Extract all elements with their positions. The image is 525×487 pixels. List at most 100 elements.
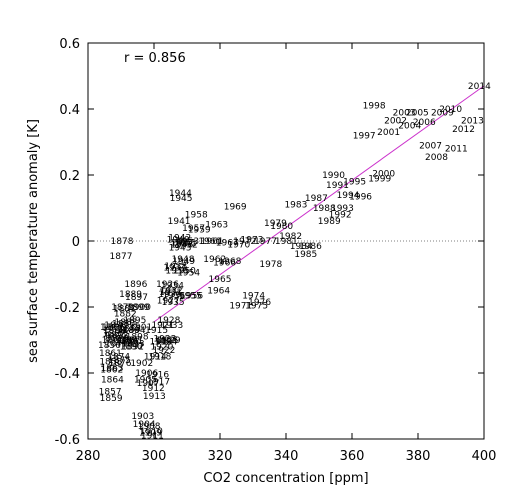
data-point-label: 2008 <box>425 153 448 163</box>
data-point-label: 1863 <box>101 364 124 374</box>
data-point-label: 1976 <box>248 298 271 308</box>
data-point-label: 1934 <box>161 282 184 292</box>
data-point-label: 1981 <box>275 237 298 247</box>
data-point-label: 1930 <box>158 290 181 300</box>
data-point-label: 2000 <box>372 169 395 179</box>
data-point-label: 2007 <box>419 141 442 151</box>
data-point-label: 1948 <box>172 255 195 265</box>
data-point-label: 1997 <box>353 131 376 141</box>
x-tick-label: 380 <box>406 449 431 464</box>
data-point-label: 1940 <box>167 235 190 245</box>
data-point-label: 1883 <box>114 318 137 328</box>
data-point-label: 1918 <box>148 353 171 363</box>
data-point-label: 1969 <box>224 202 247 212</box>
data-point-label: 1923 <box>153 334 176 344</box>
data-point-label: 1893 <box>122 339 145 349</box>
data-point-label: 1874 <box>107 353 130 363</box>
y-tick-label: 0.2 <box>59 169 80 184</box>
x-tick-label: 360 <box>340 449 365 464</box>
data-point-label: 1894 <box>123 326 146 336</box>
data-point-label: 1908 <box>138 422 161 432</box>
data-point-label: 1860 <box>100 323 123 333</box>
data-point-label: 1970 <box>227 240 250 250</box>
data-point-label: 1915 <box>145 326 168 336</box>
data-point-label: 1878 <box>111 237 134 247</box>
data-point-label: 1982 <box>279 232 302 242</box>
data-point-label: 1919 <box>149 338 172 348</box>
data-point-label: 1999 <box>368 174 391 184</box>
data-point-label: 2002 <box>384 117 407 127</box>
trend-line-layer <box>153 85 485 323</box>
data-point-label: 1963 <box>205 221 228 231</box>
x-tick-label: 400 <box>472 449 497 464</box>
data-point-label: 1891 <box>120 336 143 346</box>
data-point-label: 1907 <box>137 379 160 389</box>
data-point-label: 1996 <box>349 192 372 202</box>
data-point-label: 1884 <box>115 336 138 346</box>
data-point-label: 1978 <box>259 260 282 270</box>
data-point-label: 1871 <box>105 339 128 349</box>
data-point-label: 1916 <box>146 371 169 381</box>
data-point-label: 1980 <box>270 222 293 232</box>
data-point-label: 1859 <box>100 394 123 404</box>
data-point-label: 1917 <box>147 377 170 387</box>
data-point-label: 1911 <box>141 432 164 442</box>
data-point-label: 1938 <box>164 262 187 272</box>
data-point-label: 1877 <box>110 252 133 262</box>
data-point-label: 1939 <box>165 267 188 277</box>
data-point-label: 1864 <box>101 376 124 386</box>
data-point-label: 1968 <box>218 257 241 267</box>
data-point-label: 1896 <box>124 280 147 290</box>
data-point-label: 2006 <box>413 118 436 128</box>
data-point-label: 1912 <box>142 384 165 394</box>
data-point-label: 1941 <box>168 217 191 227</box>
data-point-label: 1958 <box>185 211 208 221</box>
data-point-label: 1954 <box>177 268 200 278</box>
data-point-label: 1953 <box>176 237 199 247</box>
data-point-label: 1865 <box>102 336 125 346</box>
data-point-label: 1913 <box>143 392 166 402</box>
data-point-label: 1895 <box>123 316 146 326</box>
data-point-label: 1866 <box>102 323 125 333</box>
data-point-label: 1943 <box>169 244 192 254</box>
y-tick-label: -0.2 <box>55 301 80 316</box>
axis-ticks: 280 300 320 340 360 380 400 -0.6 -0.4 -0.2 0 0.2 0.4… <box>55 37 497 464</box>
data-point-label: 1975 <box>245 301 268 311</box>
data-point-label: 1880 <box>112 320 135 330</box>
data-point-label: 1872 <box>106 331 129 341</box>
data-point-label: 1979 <box>264 219 287 229</box>
data-point-label: 1974 <box>242 291 265 301</box>
data-point-label: 1927 <box>157 296 180 306</box>
data-point-label: 1922 <box>152 346 175 356</box>
data-point-label: 1861 <box>99 349 122 359</box>
data-point-label: 1966 <box>213 258 236 268</box>
data-point-label: 1977 <box>254 237 277 247</box>
data-point-label: 1994 <box>337 191 360 201</box>
data-point-label: 1993 <box>331 204 354 214</box>
data-point-label: 1905 <box>134 376 157 386</box>
data-point-label: 1862 <box>100 366 123 376</box>
data-point-label: 1945 <box>170 194 193 204</box>
data-point-label: 1962 <box>203 255 226 265</box>
regression-line <box>153 85 485 323</box>
data-point-label: 1964 <box>207 287 230 297</box>
data-point-label: 2009 <box>431 108 454 118</box>
data-point-label: 1952 <box>175 240 198 250</box>
data-point-label: 1875 <box>108 356 131 366</box>
data-point-label: 1942 <box>168 234 191 244</box>
data-point-label: 1932 <box>160 287 183 297</box>
data-point-label: 1949 <box>172 257 195 267</box>
data-point-label: 1957 <box>182 224 205 234</box>
data-point-label: 1888 <box>118 324 141 334</box>
data-point-label: 1936 <box>162 291 185 301</box>
data-point-label: 1955 <box>179 291 202 301</box>
data-point-label: 1998 <box>363 102 386 112</box>
data-point-label: 1986 <box>299 242 322 252</box>
data-point-label: 1900 <box>128 303 151 313</box>
data-point-label: 1925 <box>155 336 178 346</box>
data-point-label: 1987 <box>305 194 328 204</box>
data-point-label: 1990 <box>322 171 345 181</box>
data-point-label: 2003 <box>393 108 416 118</box>
